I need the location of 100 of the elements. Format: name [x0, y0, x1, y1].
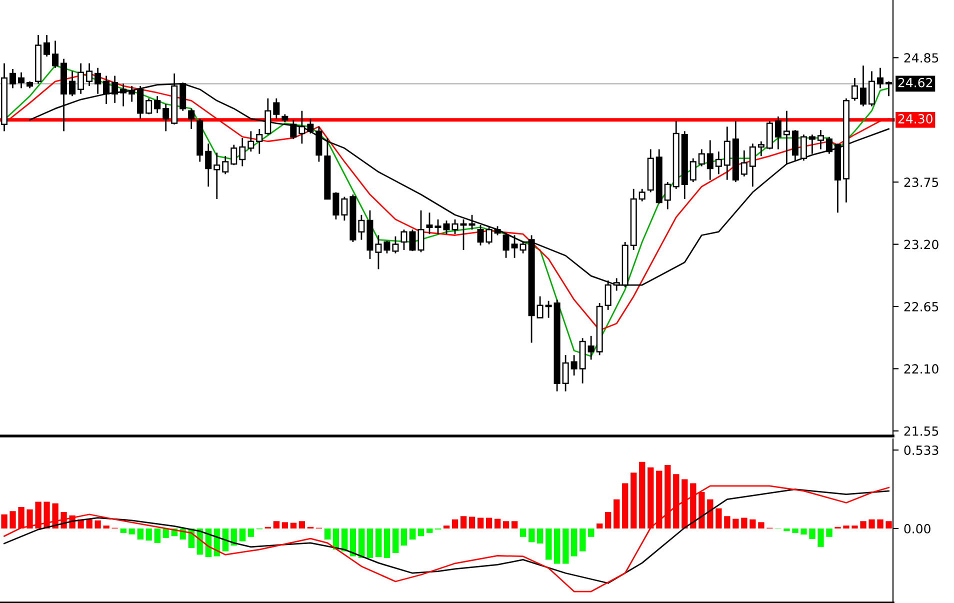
bar [605, 512, 612, 529]
bar [486, 518, 492, 529]
bar [877, 519, 884, 529]
bar [324, 528, 330, 540]
bar [358, 528, 365, 558]
bar [639, 462, 646, 529]
candlestick [868, 70, 875, 108]
candlestick [230, 144, 238, 166]
candlestick [52, 40, 59, 69]
candlestick [307, 118, 314, 134]
bar [571, 528, 578, 556]
bar [418, 528, 424, 536]
candlestick [358, 214, 365, 240]
candlestick [826, 136, 832, 155]
bar [784, 528, 790, 532]
bar [375, 528, 382, 558]
candlestick [638, 188, 646, 202]
bar [273, 521, 280, 529]
candlestick [511, 234, 518, 259]
candlestick [392, 236, 399, 254]
bar [860, 521, 866, 529]
bar [128, 528, 135, 534]
candlestick [69, 70, 76, 97]
candlestick [409, 228, 416, 252]
candlestick [290, 119, 297, 140]
bar [282, 522, 288, 529]
candlestick [749, 142, 756, 188]
bar [520, 528, 526, 537]
bar [758, 522, 764, 529]
candlestick [740, 150, 748, 178]
candlestick [468, 214, 476, 230]
candlestick [264, 98, 272, 136]
candlestick [800, 134, 807, 162]
candlestick [316, 126, 322, 162]
candlestick [256, 128, 263, 155]
candlestick [851, 77, 858, 102]
bar [350, 528, 356, 556]
candlestick [860, 64, 866, 108]
bar [366, 528, 374, 558]
y-tick-label: 21.55 [904, 426, 938, 436]
ref-line-label: 24.30 [898, 114, 932, 124]
bar [843, 526, 850, 529]
bar [290, 522, 296, 529]
bar [536, 528, 544, 544]
candlestick [664, 181, 671, 210]
bar [400, 528, 408, 546]
bar [818, 528, 824, 547]
candlestick [876, 67, 884, 89]
candlestick [384, 240, 390, 254]
candlestick [774, 116, 782, 150]
candlestick [205, 142, 212, 188]
candlestick [78, 62, 84, 95]
candlestick [86, 62, 93, 87]
candlestick [545, 300, 552, 319]
bar [146, 528, 152, 541]
bar [94, 520, 101, 529]
candlestick [724, 126, 730, 181]
candlestick [214, 152, 220, 200]
bar [800, 528, 807, 535]
candlestick [239, 137, 246, 167]
candlestick [44, 34, 50, 58]
bar [596, 524, 603, 529]
bar [614, 499, 620, 529]
bar [528, 528, 535, 542]
candlestick [298, 110, 306, 144]
y-tick-label: 23.20 [904, 240, 938, 250]
candlestick [502, 232, 510, 259]
bar [545, 528, 552, 560]
bar [707, 499, 714, 529]
ref-line-label: 24.62 [898, 78, 932, 88]
candlestick [706, 140, 714, 181]
bar [468, 516, 476, 529]
bar [154, 528, 160, 543]
candlestick [494, 226, 501, 236]
candlestick [562, 354, 569, 392]
bar [868, 519, 875, 529]
bar [502, 521, 510, 529]
bar [750, 519, 756, 529]
bar [554, 528, 560, 564]
bar [10, 511, 16, 529]
y-tick-label: 24.85 [904, 53, 938, 63]
bar [698, 492, 705, 529]
candlestick [698, 148, 705, 167]
candlestick [222, 155, 229, 175]
bar [562, 528, 569, 564]
bar [826, 528, 832, 537]
bar [580, 528, 586, 552]
bar [732, 518, 739, 529]
candlestick [332, 192, 340, 220]
candlestick [570, 354, 578, 376]
candlestick [9, 68, 16, 89]
bar [392, 528, 399, 553]
bar [222, 528, 228, 552]
candlestick [477, 224, 484, 246]
candlestick [375, 234, 382, 270]
candlestick [792, 129, 798, 162]
bar [1, 514, 8, 529]
candlestick [783, 110, 790, 165]
y-tick-label: 22.65 [904, 302, 938, 312]
bar [52, 503, 58, 529]
